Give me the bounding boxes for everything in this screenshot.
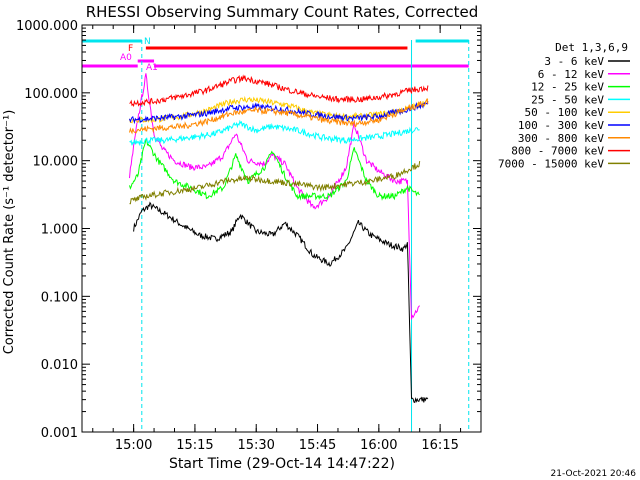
series-line xyxy=(129,138,420,201)
x-tick-label: 15:15 xyxy=(176,438,213,453)
chart-title: RHESSI Observing Summary Count Rates, Co… xyxy=(86,3,479,21)
y-tick-label: 0.001 xyxy=(41,426,78,441)
legend-label: 12 - 25 keV xyxy=(531,81,604,94)
legend-label: 7000 - 15000 keV xyxy=(498,157,604,170)
legend-label: 3 - 6 keV xyxy=(544,55,604,68)
x-tick-label: 15:45 xyxy=(299,438,336,453)
y-tick-label: 1000.000 xyxy=(16,19,78,34)
legend-label: 50 - 100 keV xyxy=(525,106,605,119)
y-tick-label: 1.000 xyxy=(41,223,78,238)
legend-label: 25 - 50 keV xyxy=(531,93,604,106)
axes: 0.001 0.010 0.100 1.000 10.000 100.000 1000.00… xyxy=(16,19,482,453)
series-line xyxy=(133,201,429,404)
legend-label: 6 - 12 keV xyxy=(538,68,605,81)
y-tick-label: 0.100 xyxy=(41,290,78,305)
y-tick-label: 100.000 xyxy=(24,87,78,102)
y-tick-label: 0.010 xyxy=(41,358,78,373)
x-tick-label: 16:00 xyxy=(360,438,397,453)
marker-label-n: N xyxy=(144,37,151,47)
y-axis-label: Corrected Count Rate (s⁻¹ detector⁻¹) xyxy=(2,110,17,355)
series-line xyxy=(129,74,429,108)
series-line xyxy=(129,119,420,147)
x-tick-label: 15:00 xyxy=(115,438,152,453)
series-line xyxy=(129,73,420,320)
marker-label-a0: A0 xyxy=(120,53,132,63)
x-axis-label: Start Time (29-Oct-14 14:47:22) xyxy=(169,456,395,472)
series-line xyxy=(129,161,421,205)
legend-label: 100 - 300 keV xyxy=(518,119,604,132)
x-tick-label: 16:15 xyxy=(421,438,458,453)
x-tick-label: 15:30 xyxy=(237,438,274,453)
marker-label-a1: A1 xyxy=(146,63,158,73)
generated-timestamp: 21-Oct-2021 20:46 xyxy=(551,469,637,479)
marker-label-f: F xyxy=(128,44,133,54)
y-tick-label: 10.000 xyxy=(33,155,79,170)
legend-title: Det 1,3,6,9 xyxy=(555,41,628,54)
series-line xyxy=(129,97,429,135)
legend-label: 300 - 800 keV xyxy=(518,132,604,145)
series-line xyxy=(129,100,429,125)
plot-area: N FA0 A1 xyxy=(82,37,470,432)
legend-label: 800 - 7000 keV xyxy=(511,145,604,158)
